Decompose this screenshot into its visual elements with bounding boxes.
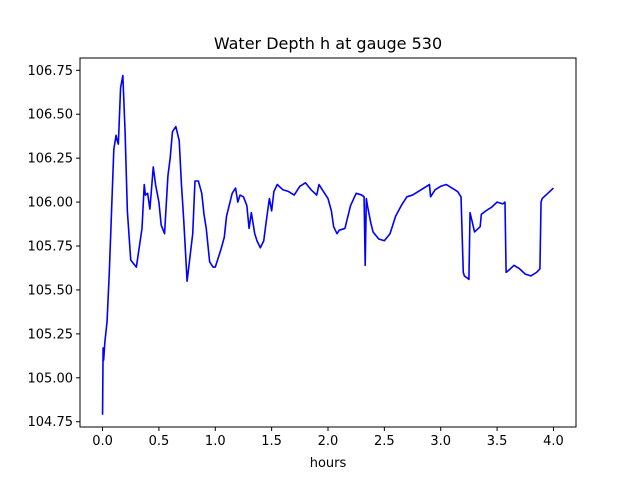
- y-tick-label: 106.50: [28, 108, 74, 123]
- y-tick-label: 105.50: [28, 283, 74, 298]
- x-tick-label: 3.0: [430, 434, 451, 449]
- x-tick-label: 2.0: [318, 434, 339, 449]
- series-line-0: [101, 74, 554, 415]
- x-tick-label: 0.0: [92, 434, 113, 449]
- y-tick-label: 106.00: [28, 196, 74, 211]
- x-tick-label: 3.5: [487, 434, 508, 449]
- x-tick-label: 2.5: [374, 434, 395, 449]
- x-axis: 0.0 0.5 1.0 1.5 2.0 2.5 3.0 3.5 4.0: [92, 427, 564, 449]
- x-tick-label: 1.5: [261, 434, 282, 449]
- y-tick-label: 105.00: [28, 371, 74, 386]
- y-tick-label: 105.25: [28, 327, 74, 342]
- x-tick-label: 4.0: [543, 434, 564, 449]
- y-tick-label: 106.25: [28, 152, 74, 167]
- y-tick-label: 104.75: [28, 415, 74, 430]
- y-tick-label: 106.75: [28, 64, 74, 79]
- x-tick-label: 1.0: [205, 434, 226, 449]
- chart-title: Water Depth h at gauge 530: [214, 34, 442, 53]
- y-tick-label: 105.75: [28, 240, 74, 255]
- y-axis: 104.75 105.00 105.25 105.50 105.75 106.00 106.…: [28, 64, 80, 430]
- plot-area: [101, 74, 554, 415]
- x-tick-label: 0.5: [149, 434, 170, 449]
- x-axis-label: hours: [310, 456, 347, 471]
